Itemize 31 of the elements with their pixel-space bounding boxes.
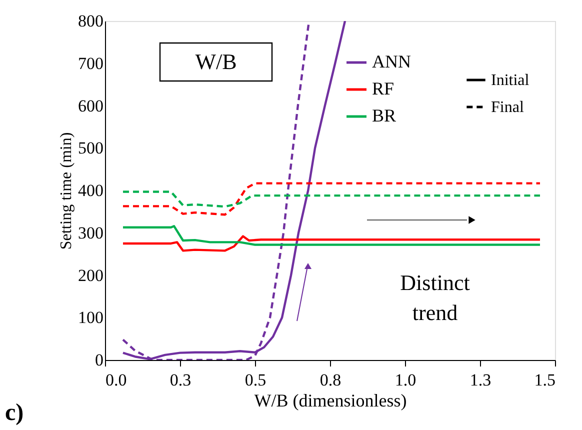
annotation: Final xyxy=(491,99,524,116)
legend-label: RF xyxy=(372,78,394,98)
legend-label: ANN xyxy=(372,52,411,72)
x-axis-title: W/B (dimensionless) xyxy=(254,390,407,410)
annotation: Initial xyxy=(491,72,530,89)
y-tick-label: 800 xyxy=(78,12,104,30)
y-tick-label: 0 xyxy=(95,350,104,370)
x-tick-label: 1.3 xyxy=(470,370,492,390)
line-series xyxy=(122,235,542,252)
x-tick-label: 0.3 xyxy=(170,370,192,390)
x-tick-label: 1.5 xyxy=(534,370,556,390)
y-tick-label: 400 xyxy=(78,181,104,200)
annotation: W/B xyxy=(195,49,237,74)
y-axis-title: Setting time (min) xyxy=(58,132,75,250)
y-tick-label: 100 xyxy=(78,308,104,328)
annotation: Distinct trend xyxy=(400,270,470,325)
line-series xyxy=(122,182,542,216)
legend-label: BR xyxy=(372,106,396,126)
line-series xyxy=(122,21,346,360)
line-series xyxy=(122,190,542,208)
y-tick-label: 600 xyxy=(78,96,104,116)
x-tick-label: 0.8 xyxy=(320,370,342,390)
y-tick-label: 300 xyxy=(78,223,104,242)
y-tick-label: 200 xyxy=(78,266,104,285)
y-tick-label: 500 xyxy=(78,138,104,158)
y-tick-label: 700 xyxy=(78,54,104,73)
x-tick-label: 0.5 xyxy=(244,370,266,390)
x-tick-label: 0.0 xyxy=(106,370,127,390)
line-series xyxy=(122,224,542,246)
x-tick-label: 1.0 xyxy=(394,370,416,390)
text: c) xyxy=(5,400,24,426)
